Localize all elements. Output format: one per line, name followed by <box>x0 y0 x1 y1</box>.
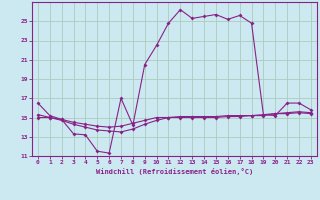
X-axis label: Windchill (Refroidissement éolien,°C): Windchill (Refroidissement éolien,°C) <box>96 168 253 175</box>
